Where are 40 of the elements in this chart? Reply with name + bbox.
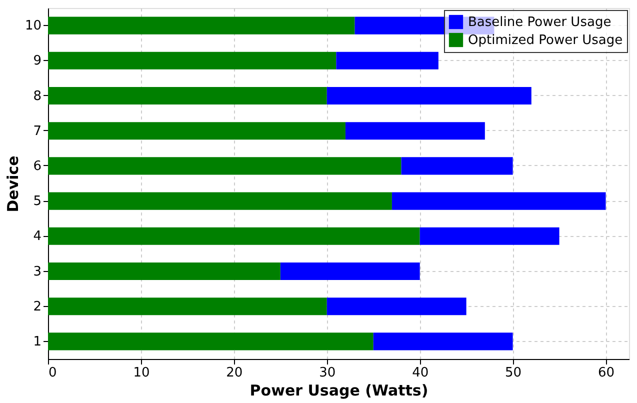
bar bbox=[336, 52, 438, 70]
bar bbox=[345, 122, 485, 140]
bar bbox=[48, 192, 392, 210]
y-tick-label: 3 bbox=[33, 264, 42, 280]
legend-label: Baseline Power Usage bbox=[468, 15, 612, 30]
y-tick-label: 1 bbox=[33, 334, 42, 350]
bar bbox=[48, 16, 355, 34]
y-tick-label: 7 bbox=[33, 124, 42, 139]
y-axis-title: Device bbox=[4, 156, 22, 212]
bar bbox=[420, 227, 560, 245]
bar bbox=[48, 262, 280, 280]
bar bbox=[392, 192, 606, 210]
bar bbox=[280, 262, 420, 280]
bar bbox=[48, 227, 420, 245]
bar bbox=[326, 298, 466, 316]
bar bbox=[373, 332, 513, 350]
y-tick-label: 5 bbox=[33, 194, 42, 210]
y-tick-label: 2 bbox=[33, 299, 42, 314]
y-tick-label: 9 bbox=[33, 54, 42, 69]
y-tick-label: 10 bbox=[24, 18, 42, 34]
y-tick-label: 6 bbox=[33, 158, 42, 174]
y-tick-label: 4 bbox=[33, 229, 42, 244]
x-tick-label: 10 bbox=[133, 366, 150, 380]
x-tick-label: 30 bbox=[319, 366, 336, 380]
legend-label: Optimized Power Usage bbox=[468, 33, 623, 48]
bar bbox=[48, 86, 327, 105]
x-tick-label: 0 bbox=[48, 366, 57, 380]
bar bbox=[48, 52, 336, 70]
bar bbox=[48, 122, 346, 140]
y-tick-label: 8 bbox=[33, 88, 42, 104]
bar bbox=[48, 332, 374, 350]
x-axis-title: Power Usage (Watts) bbox=[250, 382, 428, 400]
bar bbox=[401, 157, 513, 175]
x-tick-label: 50 bbox=[505, 366, 522, 380]
bar bbox=[326, 86, 532, 105]
x-tick-label: 20 bbox=[226, 366, 243, 380]
x-tick-label: 40 bbox=[412, 366, 429, 380]
bar bbox=[48, 298, 327, 316]
bar bbox=[48, 157, 402, 175]
x-tick-label: 60 bbox=[598, 366, 615, 380]
